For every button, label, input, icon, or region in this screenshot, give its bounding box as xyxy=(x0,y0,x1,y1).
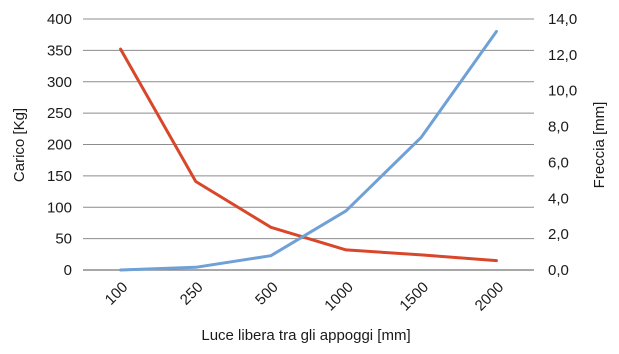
x-tick-label: 2000 xyxy=(472,279,508,315)
x-tick-label: 1000 xyxy=(321,279,357,315)
y2-tick-label: 2,0 xyxy=(548,226,569,243)
y2-tick-label: 8,0 xyxy=(548,119,569,136)
y2-tick-label: 10,0 xyxy=(548,83,577,100)
y-tick-label: 400 xyxy=(47,11,72,28)
y2-tick-label: 12,0 xyxy=(548,47,577,64)
y-tick-label: 200 xyxy=(47,137,72,154)
y2-tick-label: 6,0 xyxy=(548,154,569,171)
y2-tick-label: 14,0 xyxy=(548,11,577,28)
x-axis-title: Luce libera tra gli appoggi [mm] xyxy=(201,327,410,344)
x-tick-label: 100 xyxy=(102,279,132,309)
y-tick-label: 350 xyxy=(47,42,72,59)
right-axis-ticks: 0,0 2,0 4,0 6,0 8,0 10,0 12,0 14,0 xyxy=(548,11,577,279)
y2-tick-label: 0,0 xyxy=(548,262,569,279)
y2-tick-label: 4,0 xyxy=(548,190,569,207)
y-tick-label: 0 xyxy=(64,262,72,279)
y-tick-label: 50 xyxy=(55,231,72,248)
y-tick-label: 100 xyxy=(47,199,72,216)
series-line-carico xyxy=(119,47,498,263)
y-tick-label: 150 xyxy=(47,168,72,185)
x-axis-ticks: 100 250 500 1000 1500 2000 xyxy=(102,279,508,315)
y2-axis-title: Freccia [mm] xyxy=(591,102,608,189)
x-tick-label: 250 xyxy=(177,279,207,309)
left-axis-ticks: 0 50 100 150 200 250 300 350 400 xyxy=(47,11,72,279)
y-tick-label: 300 xyxy=(47,74,72,91)
y-tick-label: 250 xyxy=(47,105,72,122)
series-line-freccia xyxy=(119,30,498,272)
x-tick-label: 500 xyxy=(252,279,282,309)
series-layer xyxy=(119,30,498,272)
x-tick-label: 1500 xyxy=(396,279,432,315)
y-axis-title: Carico [Kg] xyxy=(11,108,28,182)
